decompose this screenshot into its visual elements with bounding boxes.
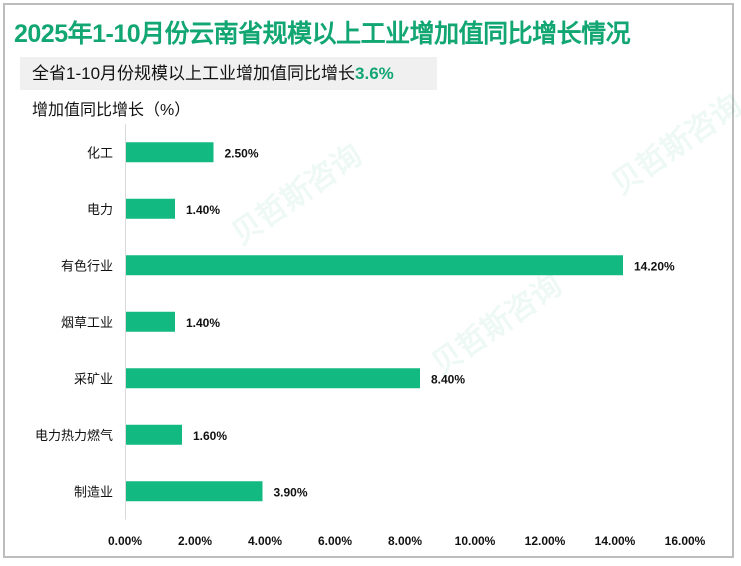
bar [126,198,175,219]
x-tick-label: 6.00% [318,534,352,548]
chart-title: 2025年1-10月份云南省规模以上工业增加值同比增长情况 [14,20,631,48]
category-label: 电力热力燃气 [35,428,113,443]
bar [126,142,214,163]
data-label: 1.40% [186,316,220,330]
bar [126,481,263,502]
chart-frame [3,3,734,558]
bar [126,255,623,276]
x-tick-label: 10.00% [455,534,496,548]
category-label: 制造业 [74,484,113,499]
x-tick-label: 12.00% [525,534,566,548]
summary-banner: 全省1-10月份规模以上工业增加值同比增长3.6% [20,57,437,90]
data-label: 2.50% [225,146,259,160]
summary-value: 3.6% [355,64,394,83]
category-label: 采矿业 [74,371,113,386]
summary-text: 全省1-10月份规模以上工业增加值同比增长 [32,64,356,83]
category-label: 烟草工业 [61,315,113,330]
x-tick-label: 14.00% [595,534,636,548]
data-label: 1.60% [193,429,227,443]
x-tick-label: 4.00% [248,534,282,548]
data-label: 14.20% [634,259,675,273]
x-tick-label: 2.00% [178,534,212,548]
x-tick-label: 8.00% [388,534,422,548]
bar [126,311,175,332]
x-tick-label: 16.00% [665,534,706,548]
x-tick-label: 0.00% [108,534,142,548]
category-label: 化工 [87,145,113,160]
data-label: 3.90% [274,485,308,499]
bar [126,424,182,445]
category-label: 有色行业 [61,258,113,273]
category-label: 电力 [87,202,113,217]
data-label: 1.40% [186,203,220,217]
data-label: 8.40% [431,372,465,386]
bar [126,368,420,389]
axis-label: 增加值同比增长（%） [32,102,191,119]
